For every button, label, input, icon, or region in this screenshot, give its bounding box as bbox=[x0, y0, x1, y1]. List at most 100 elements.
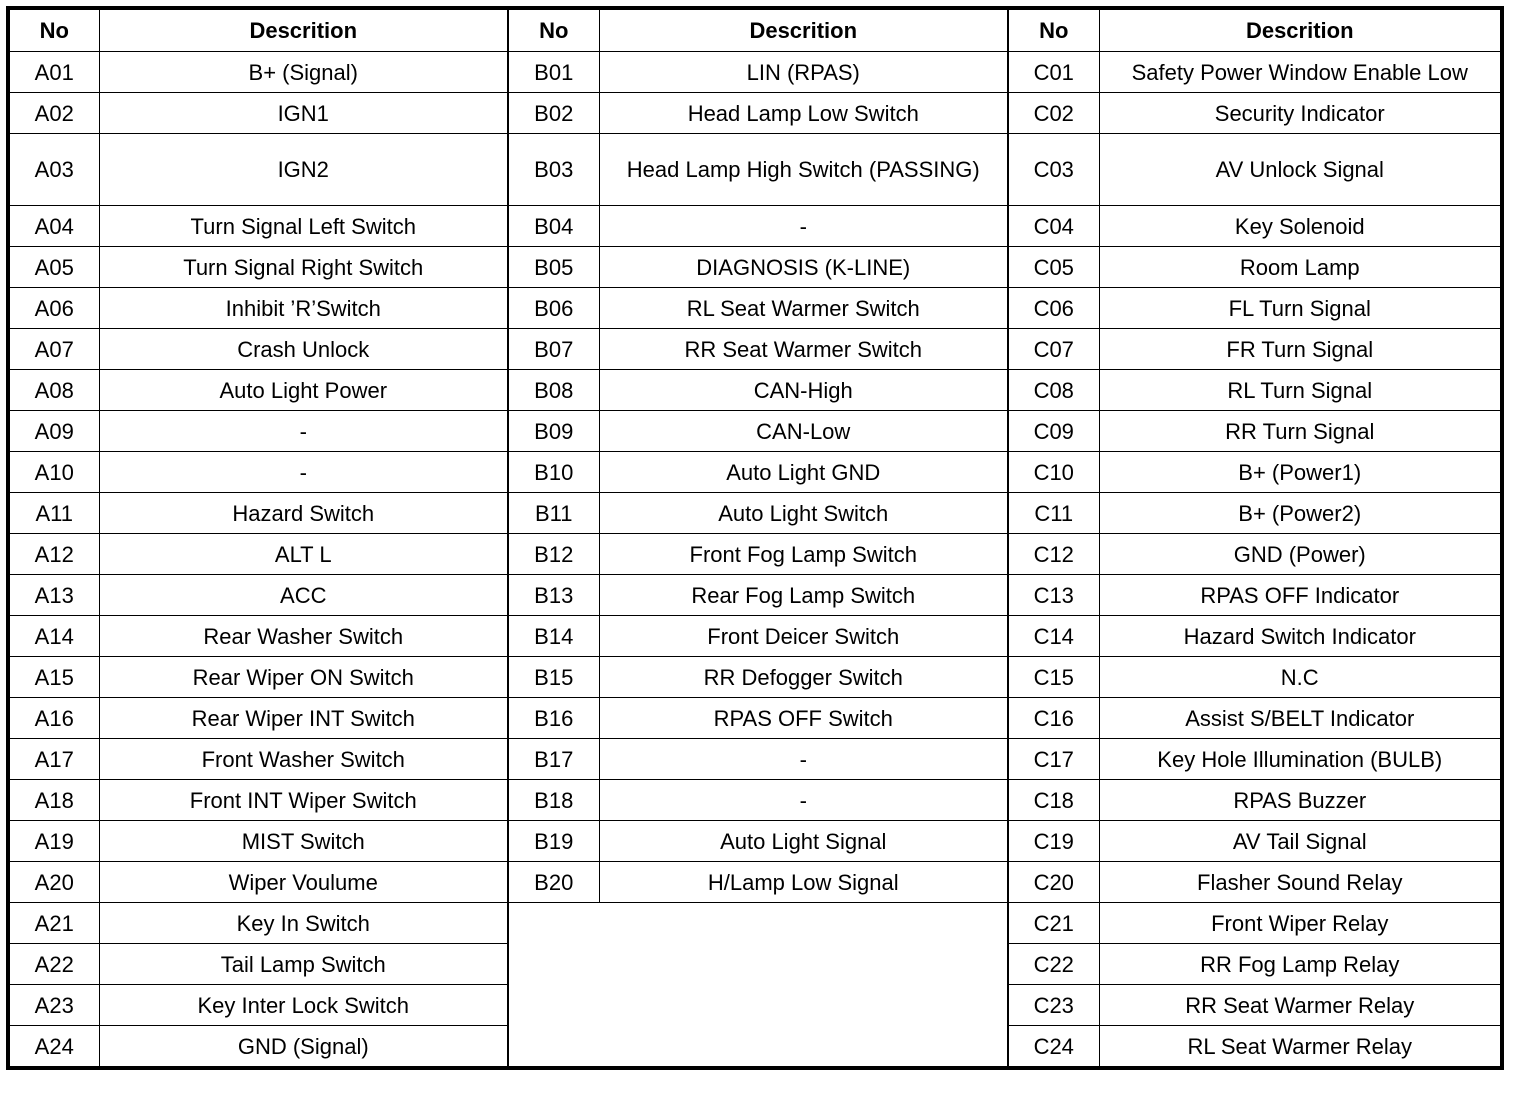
pin-number: B16 bbox=[507, 697, 600, 739]
table-row: A07 Crash Unlock B07 RR Seat Warmer Switch C… bbox=[7, 328, 1503, 370]
header-no: No bbox=[507, 7, 600, 52]
pin-description: RR Turn Signal bbox=[1098, 410, 1503, 452]
pin-description: H/Lamp Low Signal bbox=[598, 861, 1009, 903]
pin-description: Assist S/BELT Indicator bbox=[1098, 697, 1503, 739]
pin-description: LIN (RPAS) bbox=[598, 51, 1009, 93]
table-row: A23 Key Inter Lock Switch C23 RR Seat Warme… bbox=[7, 984, 1503, 1026]
pin-number: C22 bbox=[1007, 943, 1100, 985]
pin-number: C24 bbox=[1007, 1025, 1100, 1069]
pin-description: B+ (Power1) bbox=[1098, 451, 1503, 493]
pin-number: B07 bbox=[507, 328, 600, 370]
pin-description: RL Seat Warmer Relay bbox=[1098, 1025, 1503, 1069]
header-no: No bbox=[1007, 7, 1100, 52]
pin-number: B17 bbox=[507, 738, 600, 780]
pin-number: A06 bbox=[7, 287, 100, 329]
pin-number: C02 bbox=[1007, 92, 1100, 134]
pin-number: A20 bbox=[7, 861, 100, 903]
pin-description: DIAGNOSIS (K-LINE) bbox=[598, 246, 1009, 288]
table-row: A16 Rear Wiper INT Switch B16 RPAS OFF Swit… bbox=[7, 697, 1503, 739]
pin-description: CAN-Low bbox=[598, 410, 1009, 452]
pin-number: B14 bbox=[507, 615, 600, 657]
pin-description: Auto Light GND bbox=[598, 451, 1009, 493]
pin-number: B05 bbox=[507, 246, 600, 288]
table-row: A13 ACC B13 Rear Fog Lamp Switch C13 RPAS OFF… bbox=[7, 574, 1503, 616]
pin-number: C15 bbox=[1007, 656, 1100, 698]
pin-description: GND (Power) bbox=[1098, 533, 1503, 575]
pin-number: A04 bbox=[7, 205, 100, 247]
pin-number: A10 bbox=[7, 451, 100, 493]
pin-description: RR Defogger Switch bbox=[598, 656, 1009, 698]
pin-number: C10 bbox=[1007, 451, 1100, 493]
table-row: A12 ALT L B12 Front Fog Lamp Switch C12 GND (… bbox=[7, 533, 1503, 575]
pin-number: C11 bbox=[1007, 492, 1100, 534]
table-row: A17 Front Washer Switch B17- C17 Key Hole Il… bbox=[7, 738, 1503, 780]
pin-number: C07 bbox=[1007, 328, 1100, 370]
pin-number: B15 bbox=[507, 656, 600, 698]
pin-description: RL Turn Signal bbox=[1098, 369, 1503, 411]
pin-number: C13 bbox=[1007, 574, 1100, 616]
pin-number: C20 bbox=[1007, 861, 1100, 903]
pin-number: C21 bbox=[1007, 902, 1100, 944]
pin-number: C16 bbox=[1007, 697, 1100, 739]
pin-description: Hazard Switch bbox=[98, 492, 509, 534]
header-description: Descrition bbox=[98, 7, 509, 52]
pin-description: N.C bbox=[1098, 656, 1503, 698]
pin-description: Rear Fog Lamp Switch bbox=[598, 574, 1009, 616]
pin-description: Auto Light Switch bbox=[598, 492, 1009, 534]
pin-description: B+ (Power2) bbox=[1098, 492, 1503, 534]
pin-number: B09 bbox=[507, 410, 600, 452]
pin-number: A14 bbox=[7, 615, 100, 657]
pin-description: Key Solenoid bbox=[1098, 205, 1503, 247]
table-row: A20 Wiper Voulume B20 H/Lamp Low Signal C20 F… bbox=[7, 861, 1503, 903]
pin-description: Rear Washer Switch bbox=[98, 615, 509, 657]
pin-description: Auto Light Power bbox=[98, 369, 509, 411]
pin-number: B18 bbox=[507, 779, 600, 821]
pin-description: Rear Wiper ON Switch bbox=[98, 656, 509, 698]
pin-number: A23 bbox=[7, 984, 100, 1026]
pin-description: FL Turn Signal bbox=[1098, 287, 1503, 329]
pin-number: B19 bbox=[507, 820, 600, 862]
pin-description: Rear Wiper INT Switch bbox=[98, 697, 509, 739]
pin-description: RPAS Buzzer bbox=[1098, 779, 1503, 821]
pin-number: B01 bbox=[507, 51, 600, 93]
pin-description: Security Indicator bbox=[1098, 92, 1503, 134]
pin-description: Tail Lamp Switch bbox=[98, 943, 509, 985]
pin-description: Front INT Wiper Switch bbox=[98, 779, 509, 821]
table-row: A11 Hazard Switch B11 Auto Light Switch C11 B… bbox=[7, 492, 1503, 534]
pin-description: IGN2 bbox=[98, 133, 509, 206]
pin-description: RPAS OFF Indicator bbox=[1098, 574, 1503, 616]
pin-description: AV Tail Signal bbox=[1098, 820, 1503, 862]
table-row: A06 Inhibit ’R’Switch B06 RL Seat Warmer Sw… bbox=[7, 287, 1503, 329]
table-row: A19 MIST Switch B19 Auto Light Signal C19 AV … bbox=[7, 820, 1503, 862]
table-row: A21 Key In Switch C21 Front Wiper Relay bbox=[7, 902, 1503, 1069]
table-row: A15 Rear Wiper ON Switch B15 RR Defogger Sw… bbox=[7, 656, 1503, 698]
pin-description: Front Washer Switch bbox=[98, 738, 509, 780]
pin-description: ACC bbox=[98, 574, 509, 616]
pin-number: A02 bbox=[7, 92, 100, 134]
pin-description: Auto Light Signal bbox=[598, 820, 1009, 862]
pin-number: C12 bbox=[1007, 533, 1100, 575]
pin-number: A24 bbox=[7, 1025, 100, 1069]
pin-number: A12 bbox=[7, 533, 100, 575]
pin-description: RL Seat Warmer Switch bbox=[598, 287, 1009, 329]
table-row: A24 GND (Signal) C24 RL Seat Warmer Relay bbox=[7, 1025, 1503, 1069]
pin-number: A18 bbox=[7, 779, 100, 821]
pin-number: B06 bbox=[507, 287, 600, 329]
table-row: A08 Auto Light Power B08 CAN-High C08 RL Turn… bbox=[7, 369, 1503, 411]
table-row: A02 IGN1 B02 Head Lamp Low Switch C02 Securit… bbox=[7, 92, 1503, 134]
pin-description: B+ (Signal) bbox=[98, 51, 509, 93]
pin-number: B12 bbox=[507, 533, 600, 575]
pin-description: ALT L bbox=[98, 533, 509, 575]
pin-description: Front Deicer Switch bbox=[598, 615, 1009, 657]
pin-description: Head Lamp High Switch (PASSING) bbox=[598, 133, 1009, 206]
header-description: Descrition bbox=[598, 7, 1009, 52]
pin-number: A08 bbox=[7, 369, 100, 411]
pin-number: B03 bbox=[507, 133, 600, 206]
pin-description: - bbox=[98, 410, 509, 452]
pin-number: C04 bbox=[1007, 205, 1100, 247]
pin-description: RPAS OFF Switch bbox=[598, 697, 1009, 739]
pin-number: C17 bbox=[1007, 738, 1100, 780]
pin-number: A22 bbox=[7, 943, 100, 985]
pin-number: A17 bbox=[7, 738, 100, 780]
pin-number: B02 bbox=[507, 92, 600, 134]
